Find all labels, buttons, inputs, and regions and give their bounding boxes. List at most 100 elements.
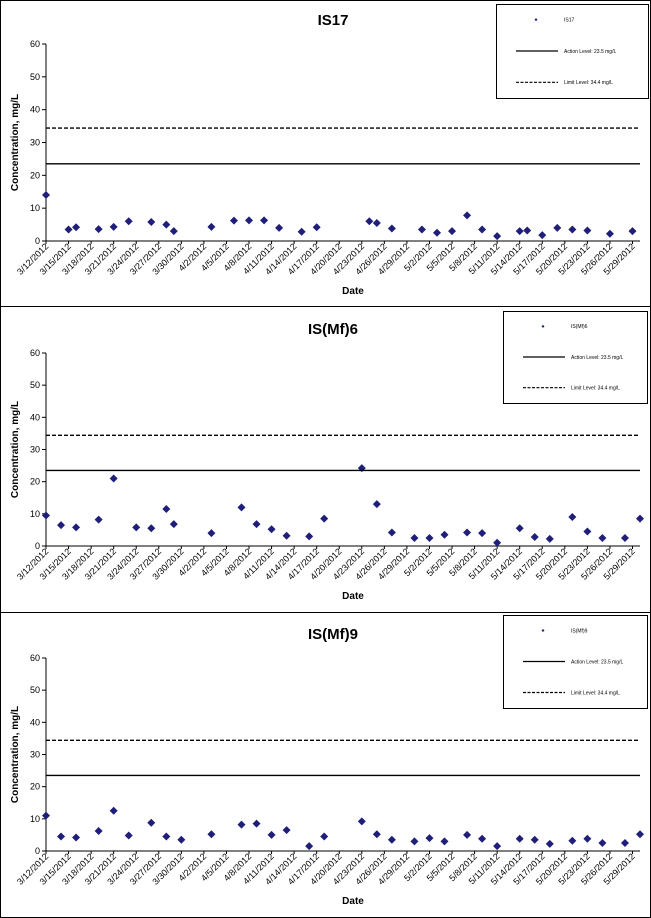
data-point	[553, 223, 562, 232]
data-point	[357, 817, 366, 826]
data-point	[169, 227, 178, 236]
data-point	[162, 220, 171, 229]
data-point	[252, 520, 261, 529]
data-point	[297, 227, 306, 236]
data-point	[252, 819, 261, 828]
data-point	[42, 511, 50, 520]
y-tick-label: 30	[30, 750, 40, 760]
x-axis-label: Date	[342, 591, 364, 602]
data-point	[493, 538, 502, 547]
data-point	[523, 226, 532, 235]
data-point	[312, 223, 321, 232]
legend-marker-swatch	[534, 18, 538, 22]
y-tick-label: 0	[35, 541, 40, 551]
data-point	[57, 832, 66, 841]
y-tick-label: 40	[30, 412, 40, 422]
data-point	[229, 216, 238, 225]
legend-marker-swatch	[541, 324, 545, 328]
y-tick-label: 60	[30, 653, 40, 663]
y-tick-label: 0	[35, 236, 40, 246]
chart-panel-1: IS1701020304050603/12/20123/15/20123/18/…	[10, 4, 649, 297]
y-tick-label: 30	[30, 445, 40, 455]
data-point	[147, 217, 156, 226]
data-point	[207, 529, 216, 538]
y-tick-label: 0	[35, 846, 40, 856]
data-point	[598, 838, 607, 847]
data-point	[440, 530, 449, 539]
data-point	[478, 529, 487, 538]
y-tick-label: 50	[30, 380, 40, 390]
y-tick-label: 30	[30, 138, 40, 148]
chart-title: IS(Mf)6	[308, 321, 358, 338]
data-point	[583, 226, 592, 235]
data-point	[109, 474, 118, 483]
data-point	[605, 229, 614, 238]
data-point	[463, 830, 472, 839]
data-point	[177, 835, 186, 844]
x-axis-label: Date	[342, 896, 364, 907]
data-point	[365, 217, 374, 226]
y-tick-label: 10	[30, 814, 40, 824]
chart-title: IS17	[318, 12, 349, 29]
legend-entry-label: Action Level: 23.5 mg/L	[564, 49, 616, 55]
data-point	[425, 834, 434, 843]
data-point	[109, 806, 118, 815]
data-point	[620, 533, 629, 542]
data-point	[515, 524, 524, 533]
data-point	[598, 533, 607, 542]
data-point	[387, 224, 396, 233]
data-point	[267, 830, 276, 839]
y-tick-label: 60	[30, 348, 40, 358]
y-tick-label: 50	[30, 72, 40, 82]
legend-entry-label: Action Level: 23.5 mg/L	[571, 659, 623, 665]
data-point	[124, 217, 133, 226]
data-point	[372, 500, 381, 509]
data-point	[147, 818, 156, 827]
data-point	[162, 505, 171, 514]
y-tick-label: 10	[30, 509, 40, 519]
y-tick-label: 40	[30, 105, 40, 115]
data-point	[636, 514, 644, 523]
data-point	[124, 831, 133, 840]
data-point	[410, 837, 419, 846]
data-point	[515, 227, 524, 236]
data-point	[432, 228, 441, 237]
data-point	[493, 232, 502, 241]
y-tick-label: 20	[30, 170, 40, 180]
data-point	[515, 834, 524, 843]
legend-entry-label: Limit Level: 34.4 mg/L	[571, 690, 620, 696]
data-point	[245, 216, 254, 225]
data-point	[568, 513, 577, 522]
legend-entry-label: Action Level: 23.5 mg/L	[571, 355, 623, 361]
data-point	[320, 514, 329, 523]
data-point	[162, 832, 171, 841]
data-point	[147, 524, 156, 533]
data-point	[372, 218, 381, 227]
legend: IS17 Action Level: 23.5 mg/L Limit Level: …	[496, 4, 649, 99]
data-point	[94, 225, 103, 234]
chart-panel-2: IS(Mf)601020304050603/12/20123/15/20123/…	[0, 306, 651, 602]
data-point	[410, 533, 419, 542]
data-point	[72, 223, 81, 232]
legend-entry-label: Limit Level: 34.4 mg/L	[571, 385, 620, 391]
data-point	[628, 227, 637, 236]
data-point	[448, 227, 457, 236]
data-point	[538, 231, 547, 240]
data-point	[583, 834, 592, 843]
data-point	[94, 827, 103, 836]
legend: IS(Mf)9 Action Level: 23.5 mg/L Limit Leve…	[503, 615, 648, 709]
data-point	[169, 520, 178, 529]
chart-title: IS(Mf)9	[308, 626, 358, 643]
data-point	[478, 225, 487, 234]
data-point	[42, 191, 50, 200]
data-point	[530, 532, 539, 541]
data-point	[207, 830, 216, 839]
data-point	[620, 838, 629, 847]
legend: IS(Mf)6 Action Level: 23.5 mg/L Limit Leve…	[503, 311, 648, 404]
data-point	[545, 534, 554, 543]
y-axis-label: Concentration, mg/L	[10, 94, 21, 191]
data-point	[636, 830, 644, 839]
data-point	[207, 222, 216, 231]
